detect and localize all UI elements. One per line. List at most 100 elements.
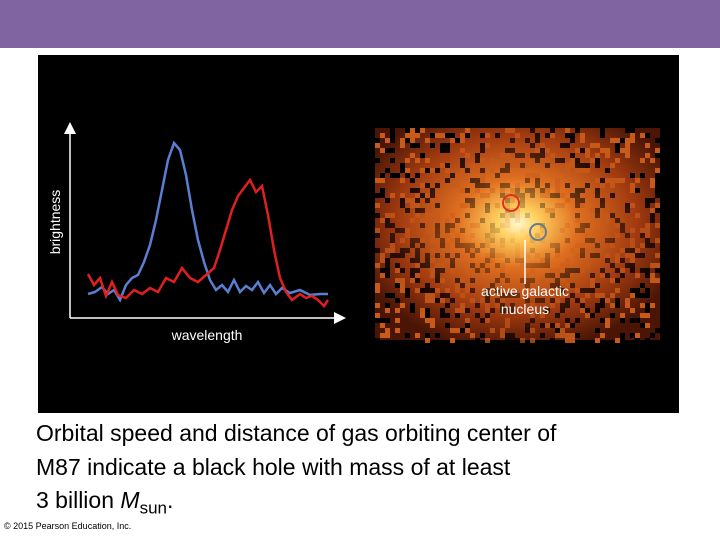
noise-pixel <box>620 138 625 143</box>
noise-pixel <box>550 273 555 278</box>
noise-pixel <box>470 178 475 183</box>
noise-pixel <box>520 263 525 268</box>
noise-pixel <box>470 163 475 168</box>
noise-pixel <box>510 198 515 203</box>
noise-pixel <box>570 163 575 168</box>
noise-pixel <box>375 283 380 288</box>
noise-pixel <box>495 303 500 308</box>
noise-pixel <box>430 293 435 298</box>
noise-pixel <box>555 188 560 193</box>
noise-pixel <box>540 278 545 283</box>
noise-pixel <box>620 273 625 278</box>
noise-pixel <box>650 213 655 218</box>
noise-pixel <box>570 138 575 143</box>
noise-pixel <box>555 268 560 273</box>
noise-pixel <box>435 203 440 208</box>
noise-pixel <box>640 323 645 328</box>
noise-pixel <box>480 278 485 283</box>
noise-pixel <box>545 263 550 268</box>
noise-pixel <box>425 193 430 198</box>
noise-pixel <box>460 168 465 173</box>
noise-pixel <box>385 268 390 273</box>
noise-pixel <box>445 143 450 148</box>
noise-pixel <box>600 318 605 323</box>
noise-pixel <box>495 298 500 303</box>
noise-pixel <box>465 153 470 158</box>
noise-pixel <box>580 303 585 308</box>
noise-pixel <box>545 148 550 153</box>
noise-pixel <box>645 288 650 293</box>
noise-pixel <box>395 263 400 268</box>
noise-pixel <box>520 198 525 203</box>
noise-pixel <box>410 198 415 203</box>
noise-pixel <box>655 153 660 158</box>
noise-pixel <box>440 163 445 168</box>
noise-pixel <box>460 293 465 298</box>
noise-pixel <box>445 303 450 308</box>
noise-pixel <box>575 128 580 133</box>
noise-pixel <box>575 288 580 293</box>
noise-pixel <box>465 168 470 173</box>
noise-pixel <box>560 308 565 313</box>
noise-pixel <box>415 288 420 293</box>
noise-pixel <box>525 298 530 303</box>
noise-pixel <box>525 173 530 178</box>
noise-pixel <box>535 158 540 163</box>
noise-pixel <box>475 188 480 193</box>
noise-pixel <box>565 258 570 263</box>
noise-pixel <box>525 163 530 168</box>
noise-pixel <box>450 213 455 218</box>
noise-pixel <box>375 178 380 183</box>
noise-pixel <box>565 128 570 133</box>
noise-pixel <box>420 243 425 248</box>
noise-pixel <box>425 198 430 203</box>
noise-pixel <box>650 218 655 223</box>
noise-pixel <box>490 223 495 228</box>
noise-pixel <box>655 183 660 188</box>
noise-pixel <box>475 178 480 183</box>
noise-pixel <box>635 273 640 278</box>
noise-pixel <box>480 243 485 248</box>
noise-pixel <box>500 253 505 258</box>
noise-pixel <box>620 223 625 228</box>
noise-pixel <box>390 128 395 133</box>
noise-pixel <box>470 298 475 303</box>
noise-pixel <box>410 258 415 263</box>
noise-pixel <box>575 318 580 323</box>
noise-pixel <box>525 178 530 183</box>
noise-pixel <box>380 273 385 278</box>
noise-pixel <box>595 253 600 258</box>
noise-pixel <box>560 278 565 283</box>
noise-pixel <box>595 158 600 163</box>
header-bar <box>0 0 720 48</box>
noise-pixel <box>620 318 625 323</box>
x-axis-label: wavelength <box>171 327 243 343</box>
noise-pixel <box>565 268 570 273</box>
noise-pixel <box>615 303 620 308</box>
noise-pixel <box>425 288 430 293</box>
noise-pixel <box>555 313 560 318</box>
noise-pixel <box>510 188 515 193</box>
noise-pixel <box>610 278 615 283</box>
noise-pixel <box>645 223 650 228</box>
noise-pixel <box>580 288 585 293</box>
noise-pixel <box>510 163 515 168</box>
noise-pixel <box>655 328 660 333</box>
caption-line: Orbital speed and distance of gas orbiti… <box>36 420 557 446</box>
noise-pixel <box>575 258 580 263</box>
noise-pixel <box>420 208 425 213</box>
noise-pixel <box>480 193 485 198</box>
noise-pixel <box>430 298 435 303</box>
noise-pixel <box>490 168 495 173</box>
noise-pixel <box>410 218 415 223</box>
noise-pixel <box>565 338 570 343</box>
noise-pixel <box>385 148 390 153</box>
noise-pixel <box>375 138 380 143</box>
noise-pixel <box>530 263 535 268</box>
noise-pixel <box>530 128 535 133</box>
noise-pixel <box>560 203 565 208</box>
noise-pixel <box>450 263 455 268</box>
noise-pixel <box>625 233 630 238</box>
noise-pixel <box>610 183 615 188</box>
noise-pixel <box>535 148 540 153</box>
